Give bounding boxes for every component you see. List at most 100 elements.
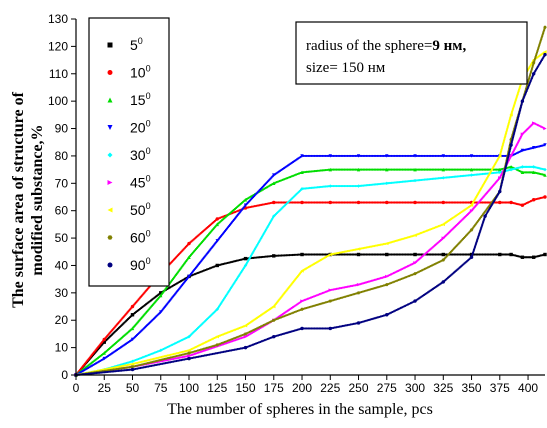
data-point-50-deg bbox=[130, 362, 135, 366]
series-20-trace-dot bbox=[333, 154, 337, 158]
series-90-trace-dot bbox=[326, 327, 329, 330]
x-tick-label: 175 bbox=[264, 381, 284, 395]
y-tick-label: 20 bbox=[55, 313, 69, 327]
series-20-trace-dot bbox=[462, 154, 465, 158]
series-10-trace-dot bbox=[365, 201, 368, 204]
data-point-60-deg bbox=[328, 299, 332, 303]
series-5-trace-dot bbox=[351, 253, 354, 256]
series-20-trace-dot bbox=[348, 154, 351, 158]
series-15-trace-dot bbox=[486, 168, 489, 171]
legend-item-45-deg: 450 bbox=[107, 174, 151, 191]
series-20-trace-dot bbox=[318, 154, 321, 158]
legend-item-60-deg: 600 bbox=[107, 229, 151, 246]
series-20-trace-dot bbox=[495, 154, 498, 158]
series-20-trace-dot bbox=[335, 154, 338, 158]
series-5-trace-dot bbox=[493, 253, 497, 256]
series-10-trace-dot bbox=[457, 201, 461, 204]
x-tick-label: 125 bbox=[207, 381, 227, 395]
series-20-trace-dot bbox=[315, 154, 318, 158]
series-20-trace-dot bbox=[423, 154, 426, 158]
data-point-20-deg bbox=[385, 154, 389, 158]
series-10-trace-dot bbox=[376, 201, 379, 204]
data-point-60-deg bbox=[531, 61, 536, 65]
series-5-trace-dot bbox=[388, 253, 392, 256]
data-point-45-deg bbox=[243, 334, 248, 339]
series-20-trace-dot bbox=[459, 154, 462, 158]
series-15-trace-dot bbox=[373, 168, 376, 171]
y-tick-label: 60 bbox=[55, 204, 69, 218]
series-20-trace-dot bbox=[310, 154, 313, 158]
series-10-trace-dot bbox=[456, 201, 459, 204]
series-15-trace-dot bbox=[461, 168, 464, 171]
legend-label-value: 50 bbox=[130, 202, 146, 218]
series-20-trace-dot bbox=[321, 154, 324, 158]
series-20-trace-dot bbox=[380, 154, 384, 158]
series-20-trace-dot bbox=[451, 154, 454, 158]
data-point-10-deg bbox=[356, 200, 361, 205]
series-5-trace-dot bbox=[479, 253, 483, 256]
series-90-trace-dot bbox=[310, 327, 313, 330]
series-5-trace-dot bbox=[371, 253, 374, 256]
series-5-trace-dot bbox=[305, 253, 308, 256]
data-point-90-deg bbox=[531, 72, 536, 76]
legend-marker bbox=[107, 262, 113, 268]
data-point-45-deg bbox=[328, 288, 332, 292]
series-20-trace-dot bbox=[393, 154, 396, 158]
series-10-trace-dot bbox=[371, 201, 374, 204]
series-10-trace-dot bbox=[282, 201, 285, 204]
data-point-45-deg bbox=[498, 176, 502, 180]
series-15-trace-dot bbox=[428, 168, 431, 171]
series-15-trace-dot bbox=[409, 168, 412, 171]
series-15-trace-dot bbox=[493, 168, 497, 171]
series-20-trace-dot bbox=[305, 154, 308, 158]
series-5-trace-dot bbox=[307, 253, 310, 256]
data-point-30-deg bbox=[243, 263, 248, 268]
series-5-trace-dot bbox=[374, 253, 377, 256]
series-30-trace-dot bbox=[332, 184, 335, 188]
x-tick-label: 100 bbox=[179, 381, 199, 395]
series-10-trace-dot bbox=[495, 201, 498, 204]
data-point-15-deg bbox=[159, 293, 163, 298]
series-20-trace-dot bbox=[450, 154, 453, 158]
data-point-45-deg bbox=[543, 126, 547, 131]
series-30-trace-dot bbox=[341, 184, 344, 188]
series-5-trace-dot bbox=[429, 253, 432, 256]
series-10-trace-dot bbox=[461, 201, 464, 204]
series-20-trace-dot bbox=[467, 154, 470, 158]
series-15-trace-dot bbox=[407, 168, 410, 171]
series-10-trace-dot bbox=[294, 201, 297, 204]
series-10-trace-dot bbox=[407, 201, 410, 204]
series-5-trace-dot bbox=[398, 253, 401, 256]
series-5-trace-dot bbox=[402, 253, 406, 256]
series-20-trace-dot bbox=[316, 154, 319, 158]
data-point-15-deg bbox=[102, 351, 106, 355]
data-point-60-deg bbox=[469, 228, 474, 232]
series-10-trace-dot bbox=[484, 201, 487, 204]
series-15-trace-dot bbox=[457, 168, 461, 171]
y-tick-label: 30 bbox=[55, 286, 69, 300]
series-20-trace-dot bbox=[344, 154, 348, 158]
legend-label: 500 bbox=[130, 201, 151, 218]
series-10-trace-dot bbox=[343, 201, 346, 204]
legend-item-20-deg: 200 bbox=[107, 119, 151, 136]
series-5-trace-dot bbox=[490, 253, 494, 256]
series-90-deg bbox=[74, 52, 547, 377]
series-15-trace-dot bbox=[396, 168, 399, 171]
series-10-trace-dot bbox=[423, 201, 426, 204]
series-15-trace-dot bbox=[475, 168, 478, 171]
series-90-trace-dot bbox=[311, 327, 315, 330]
data-point-5-deg bbox=[543, 252, 547, 257]
series-30-trace-dot bbox=[338, 184, 341, 188]
series-20-trace-dot bbox=[395, 154, 398, 158]
series-10-trace-dot bbox=[305, 201, 308, 204]
legend-label-degree: 0 bbox=[146, 64, 151, 74]
series-5-trace-dot bbox=[365, 253, 368, 256]
series-5-trace-dot bbox=[450, 253, 453, 256]
series-15-trace-dot bbox=[462, 168, 465, 171]
series-20-trace-dot bbox=[439, 154, 442, 158]
series-90-trace-dot bbox=[319, 327, 322, 330]
series-10-trace-dot bbox=[338, 201, 341, 204]
data-point-10-deg bbox=[385, 200, 389, 205]
data-point-10-deg bbox=[130, 304, 135, 309]
